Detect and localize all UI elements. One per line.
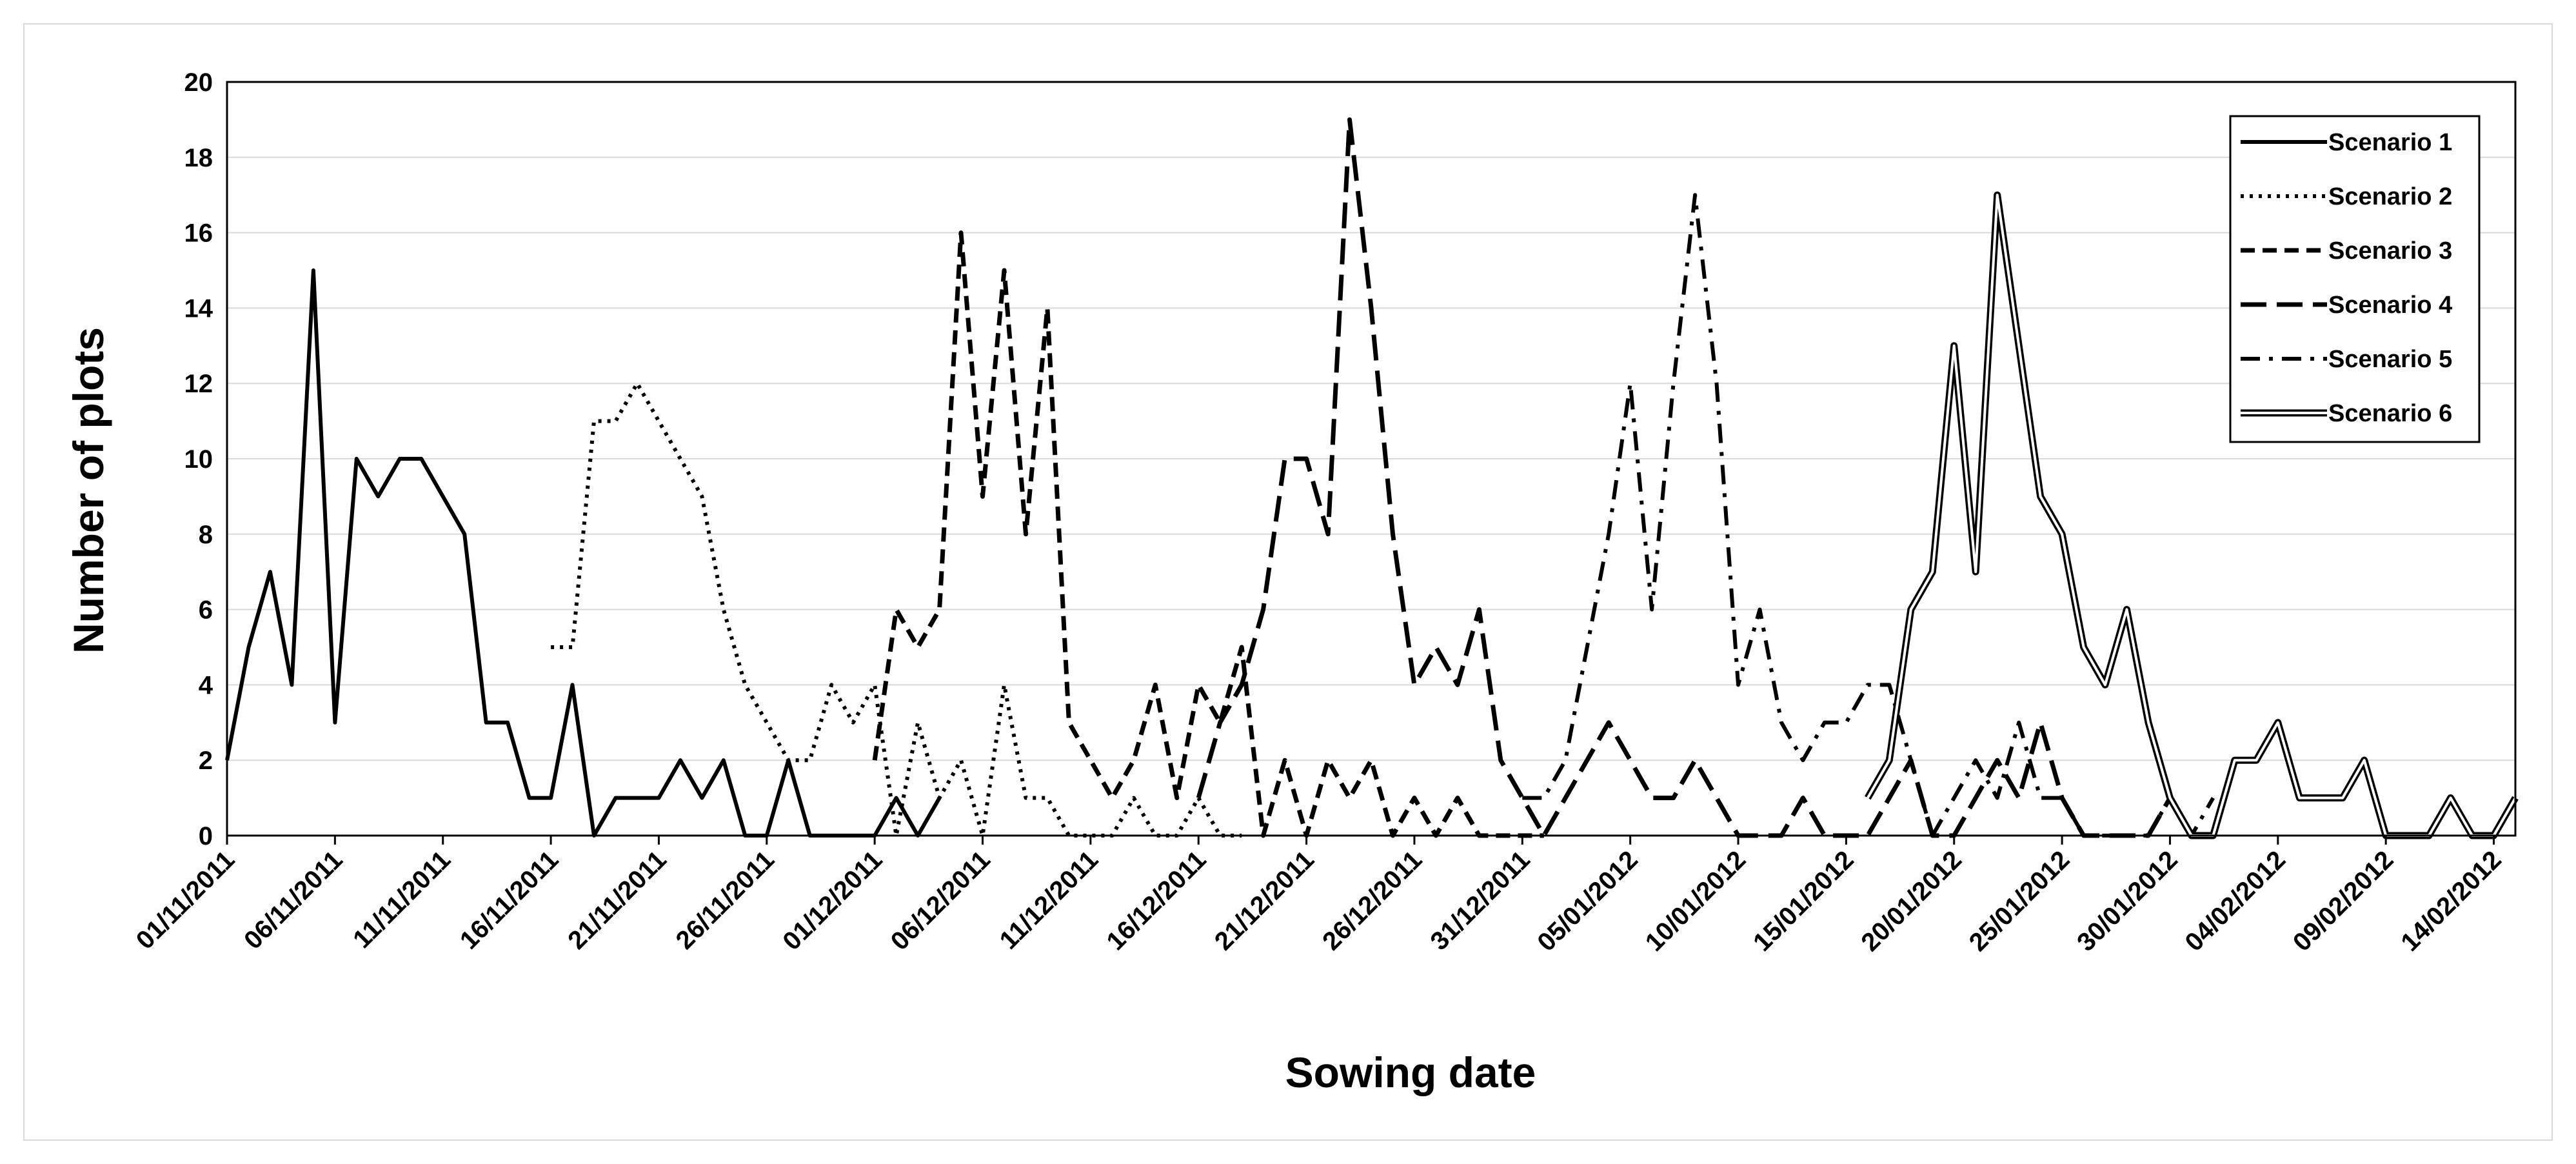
x-tick-label: 09/02/2012 xyxy=(2288,845,2399,957)
legend-label-5: Scenario 5 xyxy=(2328,346,2452,373)
y-tick-label: 2 xyxy=(199,747,213,775)
x-tick-label: 20/01/2012 xyxy=(1856,845,1967,957)
x-tick-label: 14/02/2012 xyxy=(2395,845,2507,957)
y-tick-label: 10 xyxy=(184,445,213,474)
series-line-1 xyxy=(225,268,942,838)
legend-box xyxy=(2229,115,2481,443)
series-5 xyxy=(1522,193,2215,838)
x-tick-label: 26/11/2011 xyxy=(671,845,780,955)
figure-frame xyxy=(23,23,2553,1141)
y-axis-ticks: 0 2 4 6 8 10 12 14 16 18 20 xyxy=(184,68,213,850)
y-tick-label: 14 xyxy=(184,294,213,323)
y-axis-title: Number of plots xyxy=(64,327,112,654)
series-line-5 xyxy=(1522,193,2215,838)
y-tick-label: 12 xyxy=(184,370,213,398)
x-tick-label: 26/12/2011 xyxy=(1317,845,1427,956)
legend-label-3: Scenario 3 xyxy=(2328,237,2452,265)
plot-area-border xyxy=(226,81,2517,837)
y-tick-label: 4 xyxy=(199,671,213,699)
x-tick-label: 21/11/2011 xyxy=(562,845,672,955)
series-1 xyxy=(225,268,942,838)
gridlines xyxy=(227,81,2515,761)
x-tick-label: 25/01/2012 xyxy=(1964,845,2076,957)
legend: Scenario 1 Scenario 2 Scenario 3 Scenario 4… xyxy=(2229,115,2481,443)
y-tick-label: 8 xyxy=(199,521,213,549)
series-2 xyxy=(551,381,1242,838)
x-tick-label: 10/01/2012 xyxy=(1640,845,1752,957)
x-tick-label: 05/01/2012 xyxy=(1532,845,1643,957)
x-tick-label: 06/11/2011 xyxy=(239,845,348,955)
x-tick-label: 30/01/2012 xyxy=(2072,845,2183,957)
x-tick-label: 15/01/2012 xyxy=(1748,845,1859,957)
y-tick-label: 6 xyxy=(199,596,213,625)
y-tick-label: 16 xyxy=(184,219,213,248)
x-tick-label: 16/11/2011 xyxy=(455,845,564,955)
legend-label-6: Scenario 6 xyxy=(2328,400,2452,427)
series-lines xyxy=(225,117,2519,839)
x-tick-label: 11/11/2011 xyxy=(348,845,456,954)
y-tick-label: 18 xyxy=(184,144,213,172)
series-line-2 xyxy=(551,381,1242,838)
x-tick-label: 01/12/2011 xyxy=(777,845,887,956)
legend-label-4: Scenario 4 xyxy=(2328,292,2452,319)
x-tick-label: 31/12/2011 xyxy=(1425,845,1536,956)
x-tick-label: 04/02/2012 xyxy=(2179,845,2291,957)
x-tick-label: 11/12/2011 xyxy=(995,845,1104,955)
y-tick-label: 0 xyxy=(199,822,213,850)
x-tick-label: 16/12/2011 xyxy=(1101,845,1211,956)
series-4 xyxy=(1196,117,2172,838)
axes xyxy=(226,81,2517,837)
x-tick-label: 21/12/2011 xyxy=(1209,845,1320,956)
legend-label-2: Scenario 2 xyxy=(2328,183,2452,210)
series-line-4 xyxy=(1196,117,2172,838)
x-tick-label: 01/11/2011 xyxy=(131,845,241,955)
x-tick-label: 06/12/2011 xyxy=(886,845,996,956)
legend-label-1: Scenario 1 xyxy=(2328,129,2452,156)
x-axis-title: Sowing date xyxy=(1285,1049,1536,1096)
y-tick-label: 20 xyxy=(184,68,213,97)
